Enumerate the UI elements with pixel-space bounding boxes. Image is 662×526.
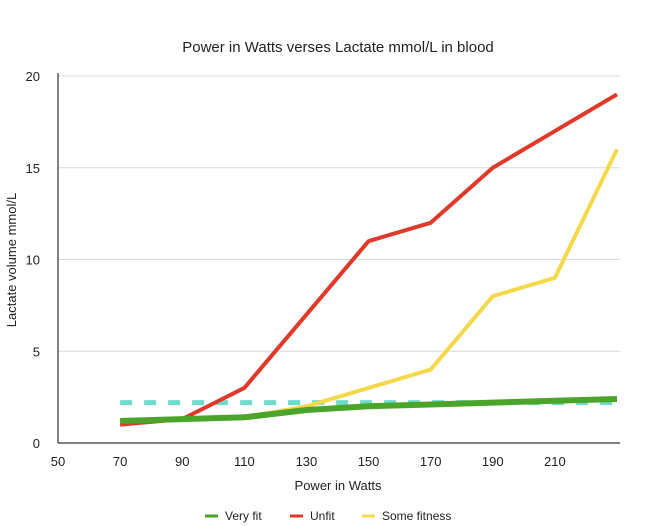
x-tick-label: 170	[420, 454, 442, 469]
x-tick-label: 70	[113, 454, 127, 469]
x-tick-label: 50	[51, 454, 65, 469]
series-line-unfit	[119, 92, 619, 427]
x-tick-label: 130	[296, 454, 318, 469]
legend-label: Unfit	[310, 509, 335, 523]
y-tick-label: 15	[26, 161, 40, 176]
x-tick-label: 90	[175, 454, 189, 469]
series-line-some-fitness	[120, 148, 619, 423]
legend-label: Some fitness	[382, 509, 451, 523]
y-tick-label: 0	[33, 436, 40, 451]
x-tick-label: 190	[482, 454, 504, 469]
y-tick-label: 10	[26, 253, 40, 268]
legend-label: Very fit	[225, 509, 262, 523]
series-line-very-fit	[120, 395, 618, 424]
x-tick-label: 150	[358, 454, 380, 469]
x-tick-label: 210	[544, 454, 566, 469]
chart-title: Power in Watts verses Lactate mmol/L in …	[182, 39, 494, 56]
y-tick-label: 5	[33, 344, 40, 359]
y-tick-label: 20	[26, 69, 40, 84]
x-axis-label: Power in Watts	[295, 478, 382, 493]
y-axis-label: Lactate volume mmol/L	[4, 193, 19, 327]
x-tick-label: 110	[234, 454, 255, 469]
